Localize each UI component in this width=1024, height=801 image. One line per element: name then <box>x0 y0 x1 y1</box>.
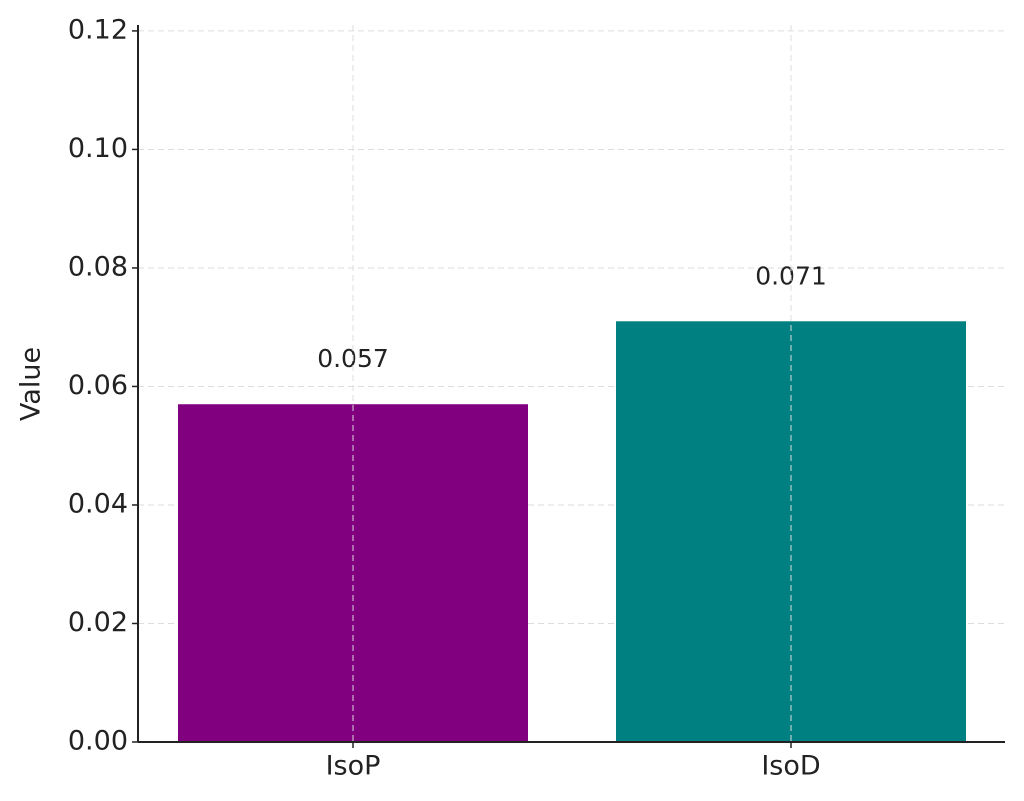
y-tick-label: 0.10 <box>68 133 128 164</box>
y-tick-label: 0.08 <box>68 251 128 282</box>
bar <box>178 404 528 742</box>
y-tick-label: 0.02 <box>68 607 128 638</box>
y-tick-label: 0.06 <box>68 370 128 401</box>
y-tick-label: 0.00 <box>68 726 128 757</box>
y-axis-label: Value <box>16 347 47 421</box>
x-tick-label: IsoP <box>326 751 381 782</box>
y-tick-label: 0.12 <box>68 14 128 45</box>
x-tick-label: IsoD <box>761 751 820 782</box>
y-tick-label: 0.04 <box>68 488 128 519</box>
bar <box>616 321 966 742</box>
